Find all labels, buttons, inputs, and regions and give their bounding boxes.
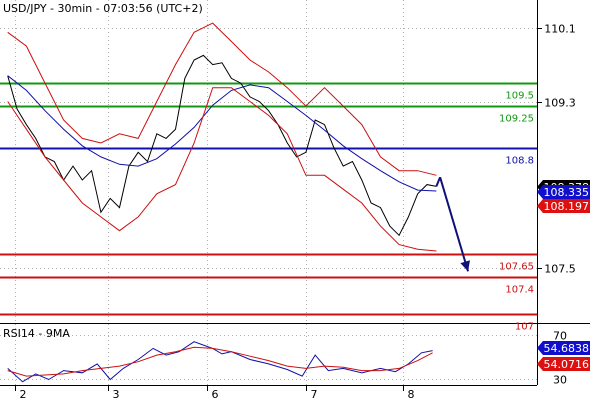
x-tick-label-4: 8: [408, 388, 415, 400]
rsi-tag-1-label: 54.0716: [544, 358, 590, 371]
price-tag-2-bg: [537, 199, 590, 213]
price-tag-1-label: 108.335: [544, 186, 590, 199]
x-tick-label-2: 6: [212, 388, 219, 400]
forecast-arrow: [435, 176, 470, 272]
x-tick-label-3: 7: [311, 388, 318, 400]
level-label-5: 107: [515, 322, 534, 333]
forecast-arrowhead: [460, 260, 470, 272]
price-tick-label-0: 110.1: [544, 23, 576, 36]
level-label-0: 109.5: [505, 91, 534, 102]
axis-labels: 110.1 109.3 107.5 70 30 2 3 6 7 8: [15, 23, 576, 401]
rsi-series: [7, 341, 433, 383]
price-series: [7, 22, 437, 252]
level-label-2: 108.8: [505, 156, 534, 167]
level-label-1: 109.25: [499, 114, 534, 125]
level-label-3: 107.65: [499, 262, 534, 273]
x-tick-label-1: 3: [113, 388, 120, 400]
rsi-tick-label-1: 30: [553, 374, 567, 387]
price-tick-label-2: 107.5: [544, 263, 576, 276]
rsi-line-1: [7, 346, 433, 377]
price-line-1: [7, 75, 437, 192]
rsi-title: RSI14 - 9MA: [3, 327, 70, 340]
price-tag-2-label: 108.197: [544, 200, 590, 213]
x-tick-label-0: 2: [20, 388, 27, 400]
grid-lines: [0, 0, 537, 385]
price-tag-1-bg: [537, 185, 590, 199]
horizontal-levels: 109.5 109.25 108.8 107.65 107.4 107: [0, 82, 537, 333]
price-line-0: [7, 54, 437, 237]
price-tick-label-1: 109.3: [544, 97, 576, 110]
price-line-2: [7, 22, 437, 176]
rsi-tick-label-0: 70: [553, 330, 567, 343]
forecast-lead: [435, 176, 442, 187]
rsi-tag-0-bg: [537, 341, 590, 355]
rsi-tag-0-label: 54.6838: [544, 342, 590, 355]
price-line-3: [7, 87, 437, 252]
rsi-tag-1-bg: [537, 357, 590, 371]
forecast-line: [439, 176, 470, 272]
level-label-4: 107.4: [505, 285, 534, 296]
chart-title: USD/JPY - 30min - 07:03:56 (UTC+2): [3, 2, 203, 15]
